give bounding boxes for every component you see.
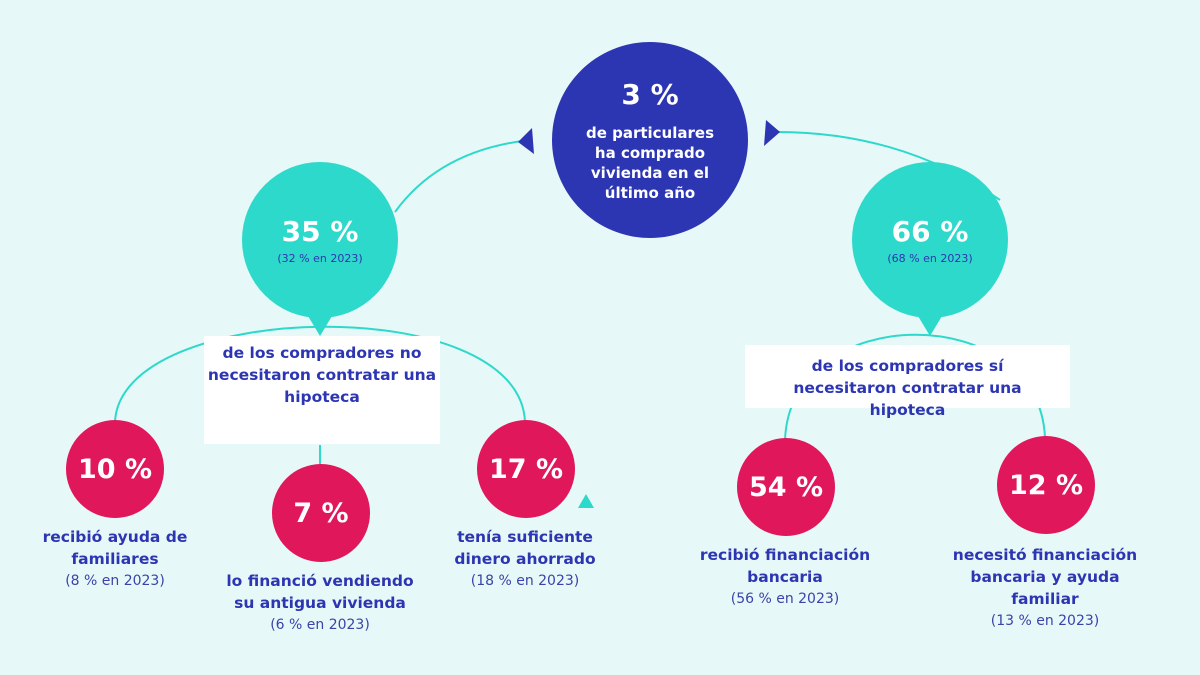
- item-value: 7 %: [293, 497, 349, 529]
- trend-up-icon: [578, 494, 594, 508]
- item-text: tenía suficiente dinero ahorrado: [454, 528, 596, 568]
- item-previous: (6 % en 2023): [270, 617, 370, 633]
- item-circle: 54 %: [737, 438, 835, 536]
- item-label: tenía suficiente dinero ahorrado (18 % e…: [445, 526, 605, 592]
- root-value: 3 %: [621, 77, 679, 111]
- item-text: lo financió vendiendo su antigua viviend…: [226, 572, 414, 612]
- left-pointer: [308, 316, 332, 336]
- item-circle: 12 %: [997, 436, 1095, 534]
- item-circle: 7 %: [272, 464, 370, 562]
- connector-root-left: [394, 139, 531, 213]
- item-label: lo financió vendiendo su antigua viviend…: [225, 570, 415, 636]
- item-previous: (8 % en 2023): [65, 573, 165, 589]
- root-circle: 3 % de particulares ha comprado vivienda…: [552, 42, 748, 238]
- right-previous: (68 % en 2023): [887, 252, 973, 265]
- left-circle: 35 % (32 % en 2023): [242, 162, 398, 318]
- root-pointer-right: [764, 120, 780, 146]
- root-text: de particulares ha comprado vivienda en …: [585, 123, 715, 202]
- right-pointer: [918, 316, 942, 336]
- left-box: de los compradores no necesitaron contra…: [204, 336, 440, 444]
- right-box: de los compradores sí necesitaron contra…: [745, 345, 1070, 419]
- item-value: 54 %: [748, 471, 824, 503]
- root-pointer-left: [518, 128, 534, 154]
- item-label: recibió financiación bancaria (56 % en 2…: [690, 544, 880, 610]
- item-text: recibió ayuda de familiares: [42, 528, 188, 568]
- item-label: recibió ayuda de familiares (8 % en 2023…: [30, 526, 200, 592]
- item-label: necesitó financiación bancaria y ayuda f…: [950, 544, 1140, 632]
- item-value: 12 %: [1008, 469, 1084, 501]
- item-value: 10 %: [77, 453, 153, 485]
- item-text: necesitó financiación bancaria y ayuda f…: [952, 546, 1138, 608]
- item-text: recibió financiación bancaria: [699, 546, 871, 586]
- item-previous: (18 % en 2023): [470, 573, 580, 589]
- item-circle: 17 %: [477, 420, 575, 518]
- item-value: 17 %: [488, 453, 564, 485]
- left-previous: (32 % en 2023): [277, 252, 363, 265]
- item-previous: (13 % en 2023): [990, 613, 1100, 629]
- right-circle: 66 % (68 % en 2023): [852, 162, 1008, 318]
- item-circle: 10 %: [66, 420, 164, 518]
- item-previous: (56 % en 2023): [730, 591, 840, 607]
- right-value: 66 %: [891, 215, 969, 248]
- left-value: 35 %: [281, 215, 359, 248]
